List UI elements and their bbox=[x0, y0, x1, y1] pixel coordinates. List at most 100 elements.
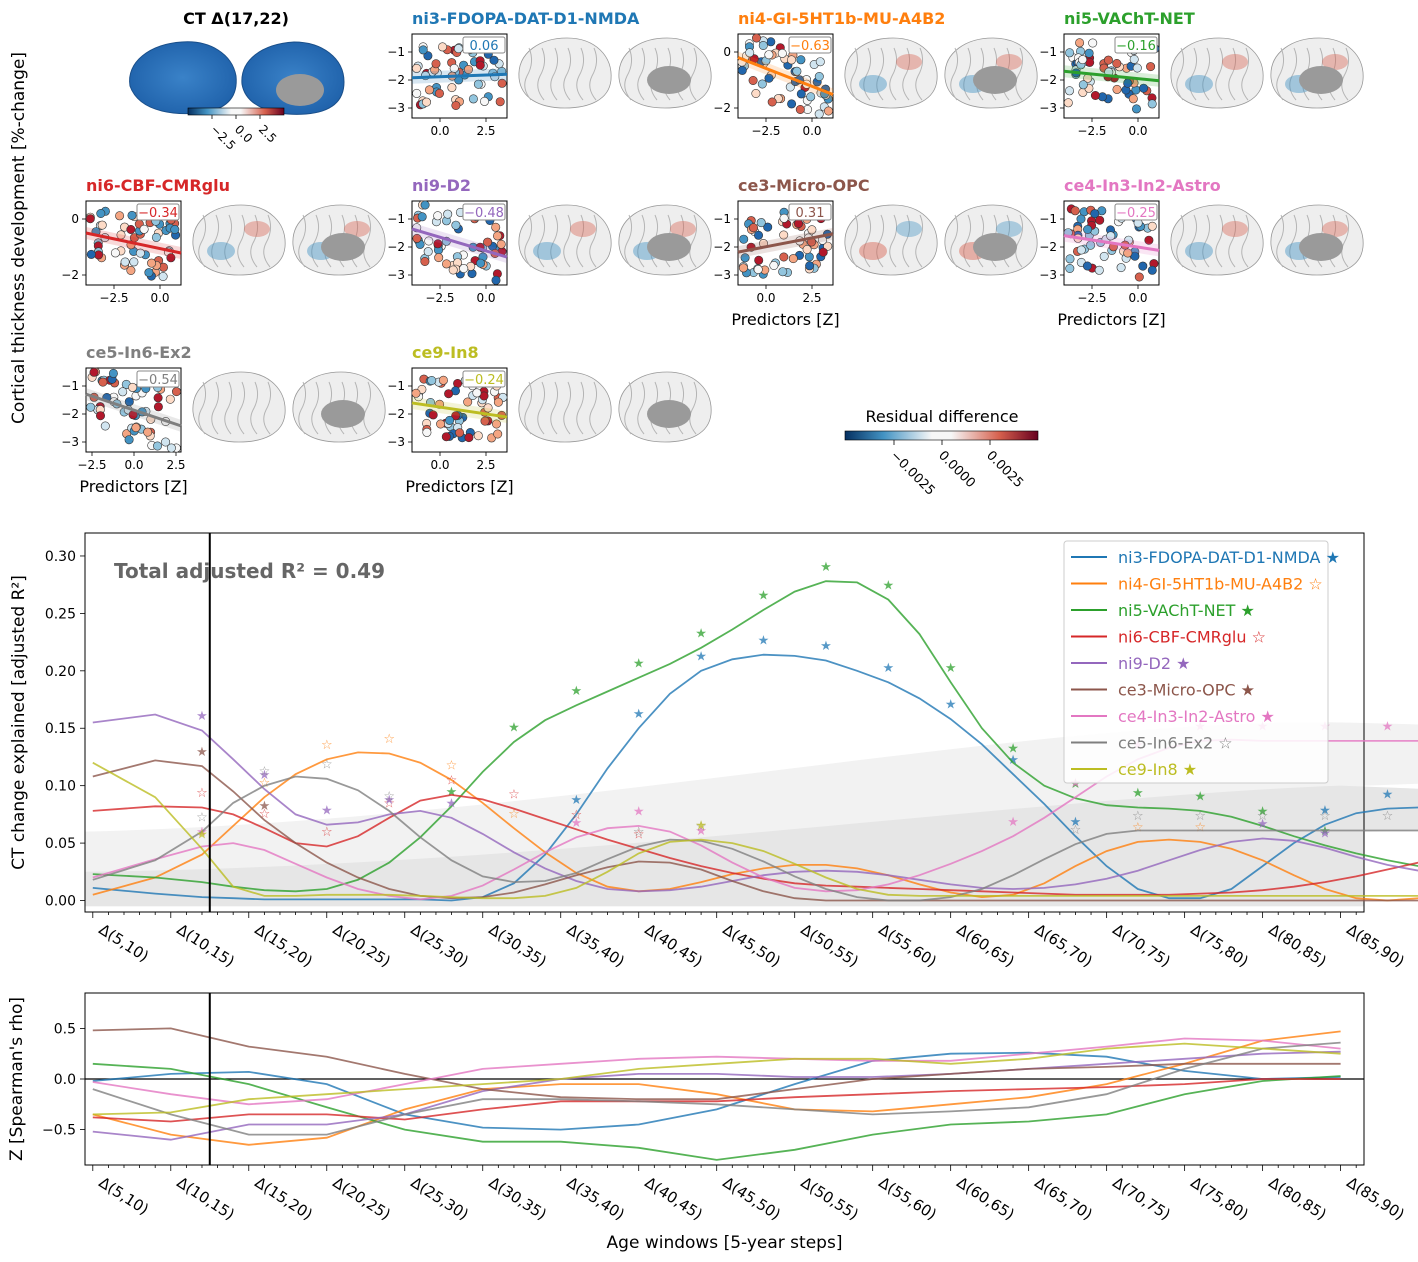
scatter-ytick-label: −2 bbox=[1039, 240, 1057, 254]
scatter-point bbox=[1147, 265, 1157, 275]
significance-marker: ★ bbox=[196, 745, 208, 760]
rho-value: −0.24 bbox=[464, 373, 504, 388]
scatter-panel-title: ce5-In6-Ex2 bbox=[86, 343, 192, 362]
y-tick-label: 0.05 bbox=[45, 836, 76, 852]
rho-value: −0.16 bbox=[1116, 39, 1156, 54]
brain-patch bbox=[896, 221, 922, 237]
brain-sulcus bbox=[363, 381, 372, 435]
scatter-point bbox=[1138, 261, 1148, 271]
scatter-point bbox=[126, 225, 136, 235]
scatter-point bbox=[779, 213, 789, 223]
brain-sulcus bbox=[1176, 47, 1185, 101]
significance-marker: ★ bbox=[1257, 805, 1269, 820]
scatter-point bbox=[795, 105, 805, 115]
residual-colorbar-tick-label: 0.0025 bbox=[983, 448, 1026, 491]
scatter-point bbox=[1132, 63, 1142, 73]
brain-sulcus bbox=[889, 214, 898, 268]
x-tick-label: Δ(10,15) bbox=[174, 1173, 238, 1223]
scatter-panel-title: ni9-D2 bbox=[412, 176, 471, 195]
brain-patch bbox=[344, 221, 370, 237]
brain-sulcus bbox=[1276, 47, 1285, 101]
significance-marker: ★ bbox=[1007, 741, 1019, 756]
significance-marker: ☆ bbox=[570, 808, 582, 823]
significance-marker: ★ bbox=[758, 633, 770, 648]
scatter-panel-title: ni5-VAChT-NET bbox=[1064, 9, 1195, 28]
scatter-point bbox=[158, 271, 168, 281]
scatter-point bbox=[1084, 48, 1094, 58]
scatter-point bbox=[97, 220, 107, 230]
scatter-point bbox=[748, 223, 758, 233]
ct-colorbar-ticks: −2.50.0 2.5 bbox=[208, 115, 279, 153]
significance-marker: ☆ bbox=[1194, 821, 1206, 836]
regression-line bbox=[737, 56, 834, 96]
scatter-ytick-label: −3 bbox=[387, 101, 405, 115]
scatter-point bbox=[1090, 91, 1100, 101]
scatter-xtick-label: 2.5 bbox=[802, 291, 821, 305]
scatter-point bbox=[438, 375, 448, 385]
scatter-xtick-label: 0.0 bbox=[756, 291, 775, 305]
scatter-point bbox=[1103, 55, 1113, 65]
significance-marker: ☆ bbox=[259, 807, 271, 822]
scatter-point bbox=[491, 419, 501, 429]
x-tick-label: Δ(30,35) bbox=[486, 920, 550, 970]
scatter-panel: ni5-VAChT-NET −0.16 −1 −2 −3 −2.5 0.0 bbox=[1039, 9, 1364, 138]
rho-box bbox=[462, 370, 506, 388]
brain-sulcus bbox=[524, 47, 533, 101]
series-line bbox=[92, 751, 1418, 902]
brain-sulcus bbox=[1215, 47, 1224, 101]
scatter-point bbox=[814, 72, 824, 82]
brain-patch bbox=[859, 242, 887, 260]
scatter-point bbox=[420, 200, 430, 210]
x-tick-label: Δ(70,75) bbox=[1109, 1173, 1173, 1223]
brain-sulcus bbox=[1215, 214, 1224, 268]
scatter-point bbox=[441, 259, 451, 269]
brain-sulcus bbox=[589, 381, 598, 435]
scatter-panel: ce5-In6-Ex2 −0.54 −1 −2 −3 −2.5 0.0 2.5 Predicto… bbox=[61, 343, 386, 496]
scatter-point bbox=[420, 256, 430, 266]
scatter-point bbox=[161, 437, 171, 447]
significance-marker: ☆ bbox=[446, 774, 458, 789]
brain-lateral bbox=[518, 37, 612, 109]
scatter-point bbox=[98, 377, 108, 387]
scatter-point bbox=[86, 249, 96, 259]
y-tick-label: 0.10 bbox=[45, 779, 76, 795]
brain-lateral bbox=[844, 204, 938, 276]
scatter-point bbox=[451, 220, 461, 230]
brain-medial bbox=[292, 371, 386, 443]
brain-lateral bbox=[192, 204, 286, 276]
scatter-point bbox=[753, 264, 763, 274]
brain-lateral bbox=[1170, 37, 1264, 109]
series-line bbox=[92, 1062, 1341, 1161]
scatter-panels: ni3-FDOPA-DAT-D1-NMDA 0.06 −1 −2 −3 0.0 2.5 ni4… bbox=[61, 9, 1364, 496]
brain-sulcus bbox=[637, 47, 646, 101]
brain-medial-wall bbox=[973, 66, 1017, 94]
brain-surface bbox=[844, 204, 938, 276]
brain-surface bbox=[844, 37, 938, 109]
scatter-point bbox=[756, 218, 766, 228]
scatter-point bbox=[443, 209, 453, 219]
scatter-point bbox=[1144, 235, 1154, 245]
rho-value: −0.63 bbox=[790, 39, 830, 54]
significance-marker: ★ bbox=[570, 684, 582, 699]
significance-marker: ☆ bbox=[196, 810, 208, 825]
significance-marker: ★ bbox=[321, 803, 333, 818]
significance-marker: ☆ bbox=[633, 825, 645, 840]
scatter-point bbox=[1078, 80, 1088, 90]
scatter-panel-title: ce4-In3-In2-Astro bbox=[1064, 176, 1221, 195]
significance-marker: ★ bbox=[820, 560, 832, 575]
significance-marker: ☆ bbox=[508, 807, 520, 822]
scatter-point bbox=[120, 257, 130, 267]
significance-marker: ☆ bbox=[259, 776, 271, 791]
x-tick-label: Δ(50,55) bbox=[798, 920, 862, 970]
brain-sulcus bbox=[1202, 214, 1211, 268]
significance-marker: ★ bbox=[1382, 787, 1394, 802]
scatter-panel: ni6-CBF-CMRglu −0.34 0 −2 −2.5 0.0 bbox=[61, 176, 386, 305]
brain-surface bbox=[192, 371, 286, 443]
scatter-ytick-label: −3 bbox=[387, 268, 405, 282]
brain-sulcus bbox=[963, 47, 972, 101]
significance-marker: ★ bbox=[1007, 815, 1019, 830]
scatter-xtick-label: 0.0 bbox=[1128, 291, 1147, 305]
scatter-point bbox=[737, 65, 747, 75]
scatter-point bbox=[126, 265, 136, 275]
brain-sulcus bbox=[1276, 214, 1285, 268]
